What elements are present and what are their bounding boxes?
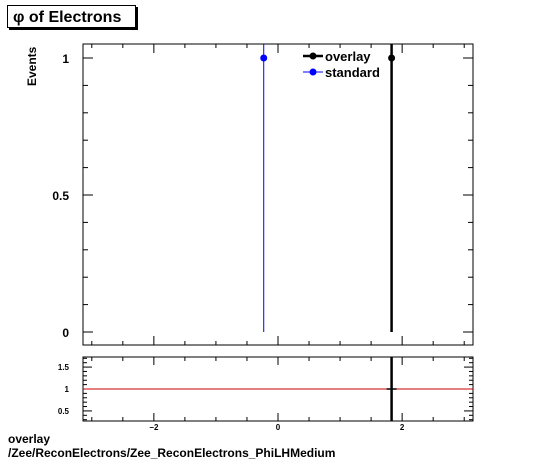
ratio-x-tick-label: 0 xyxy=(276,423,281,432)
legend-overlay-label: overlay xyxy=(325,49,371,64)
chart-title: φ of Electrons xyxy=(7,5,136,28)
series-standard-point xyxy=(260,54,268,62)
legend-standard-label: standard xyxy=(325,65,380,80)
ratio-x-tick-label: −2 xyxy=(149,423,159,432)
footer-line-2: /Zee/ReconElectrons/Zee_ReconElectrons_P… xyxy=(8,446,336,460)
y-tick-label: 0 xyxy=(62,326,69,340)
ratio-plot: 0.5 1 1.5 −2 0 2 xyxy=(58,356,474,432)
ratio-y-tick-label: 0.5 xyxy=(58,407,70,416)
y-tick-label: 0.5 xyxy=(52,189,69,203)
legend-standard-marker xyxy=(309,68,317,76)
legend-overlay-marker xyxy=(309,52,317,60)
ratio-y-tick-label: 1 xyxy=(65,385,70,394)
y-tick-label: 1 xyxy=(62,52,69,66)
footer-line-1: overlay xyxy=(8,432,51,446)
ratio-y-tick-label: 1.5 xyxy=(58,363,70,372)
ratio-x-tick-label: 2 xyxy=(400,423,405,432)
series-overlay-point xyxy=(388,54,396,62)
